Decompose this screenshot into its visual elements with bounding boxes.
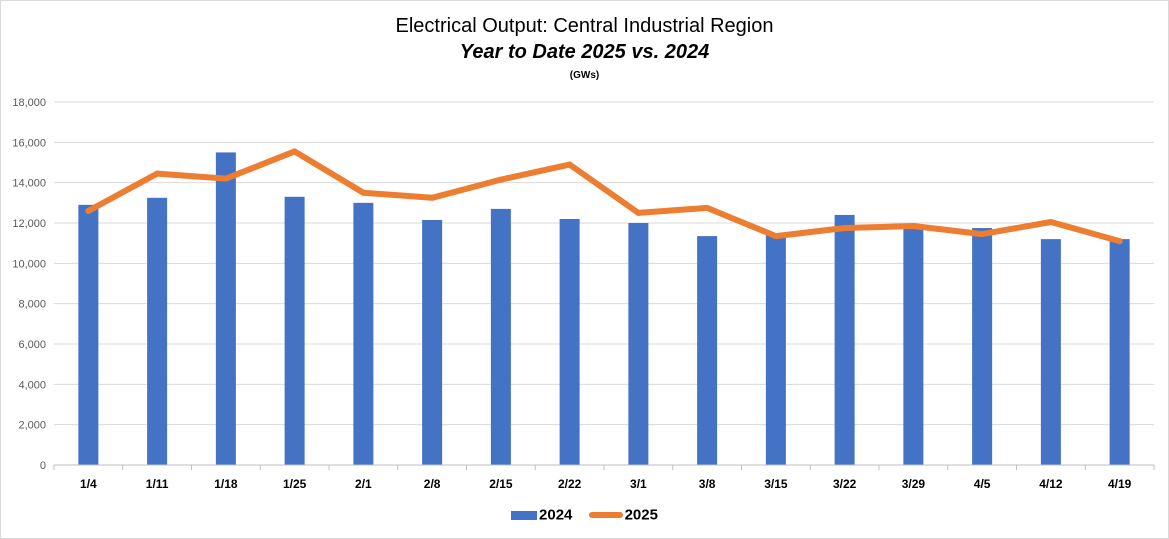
point-2025 xyxy=(841,225,848,232)
point-2025 xyxy=(1047,218,1054,225)
point-2025 xyxy=(1116,238,1123,245)
point-2025 xyxy=(704,204,711,211)
x-tick-label: 1/4 xyxy=(80,477,97,491)
x-tick-label: 3/1 xyxy=(630,477,647,491)
title-block: Electrical Output: Central Industrial Re… xyxy=(1,13,1168,83)
point-2025 xyxy=(910,223,917,230)
bar-2024 xyxy=(422,219,443,465)
bar-2024 xyxy=(215,152,236,465)
legend-swatch-2024 xyxy=(511,510,538,520)
y-tick-label: 0 xyxy=(40,460,46,472)
bar-2024 xyxy=(78,204,99,465)
x-tick-label: 2/22 xyxy=(558,477,582,491)
bar-2024 xyxy=(559,218,580,465)
y-tick-label: 8,000 xyxy=(18,299,46,311)
x-tick-label: 2/15 xyxy=(489,477,513,491)
y-tick-label: 10,000 xyxy=(12,258,46,270)
bar-2024 xyxy=(1040,239,1061,465)
y-tick-label: 4,000 xyxy=(18,379,46,391)
legend: 2024 2025 xyxy=(1,506,1168,524)
point-2025 xyxy=(429,194,436,201)
x-tick-label: 2/8 xyxy=(424,477,441,491)
point-2025 xyxy=(979,231,986,238)
bar-2024 xyxy=(284,196,305,466)
bar-2024 xyxy=(353,202,374,466)
unit-label: (GWs) xyxy=(569,70,600,81)
x-tick-label: 3/8 xyxy=(699,477,716,491)
chart-subtitle: Year to Date 2025 vs. 2024 xyxy=(459,41,710,63)
legend-item-2024: 2024 xyxy=(511,506,572,524)
point-2025 xyxy=(566,161,573,168)
legend-swatch-2025 xyxy=(588,512,623,519)
y-tick-label: 14,000 xyxy=(12,178,46,190)
x-tick-label: 3/22 xyxy=(833,477,857,491)
bar-2024 xyxy=(490,208,511,465)
x-tick-label: 1/25 xyxy=(283,477,307,491)
bar-2024 xyxy=(834,214,855,465)
point-2025 xyxy=(154,170,161,177)
legend-label-2025: 2025 xyxy=(624,506,658,524)
point-2025 xyxy=(772,233,779,240)
x-tick-label: 2/1 xyxy=(355,477,372,491)
bar-2024 xyxy=(628,223,649,465)
point-2025 xyxy=(635,209,642,216)
legend-label-2024: 2024 xyxy=(539,506,573,524)
point-2025 xyxy=(360,189,367,196)
x-tick-label: 4/5 xyxy=(974,477,991,491)
line-2025 xyxy=(85,148,1123,245)
x-tick-label: 4/12 xyxy=(1039,477,1063,491)
bar-2024 xyxy=(972,228,993,465)
legend-item-2025: 2025 xyxy=(588,506,658,524)
bar-2024 xyxy=(697,236,718,465)
point-2025 xyxy=(222,175,229,182)
point-2025 xyxy=(497,176,504,183)
x-tick-label: 3/29 xyxy=(902,477,926,491)
x-tick-label: 1/11 xyxy=(146,477,169,491)
x-tick-label: 4/19 xyxy=(1108,477,1132,491)
y-tick-label: 18,000 xyxy=(12,97,46,109)
bar-2024 xyxy=(147,197,168,465)
bar-2024 xyxy=(903,227,924,465)
y-tick-label: 6,000 xyxy=(18,339,46,351)
x-tick-label: 3/15 xyxy=(764,477,788,491)
y-tick-label: 16,000 xyxy=(12,137,46,149)
y-tick-label: 2,000 xyxy=(18,420,46,432)
x-tick-label: 1/18 xyxy=(214,477,238,491)
chart-title: Electrical Output: Central Industrial Re… xyxy=(395,15,774,37)
bar-2024 xyxy=(1109,239,1130,465)
point-2025 xyxy=(291,148,298,155)
y-tick-label: 12,000 xyxy=(12,218,46,230)
bar-2024 xyxy=(765,235,786,465)
point-2025 xyxy=(85,207,92,214)
